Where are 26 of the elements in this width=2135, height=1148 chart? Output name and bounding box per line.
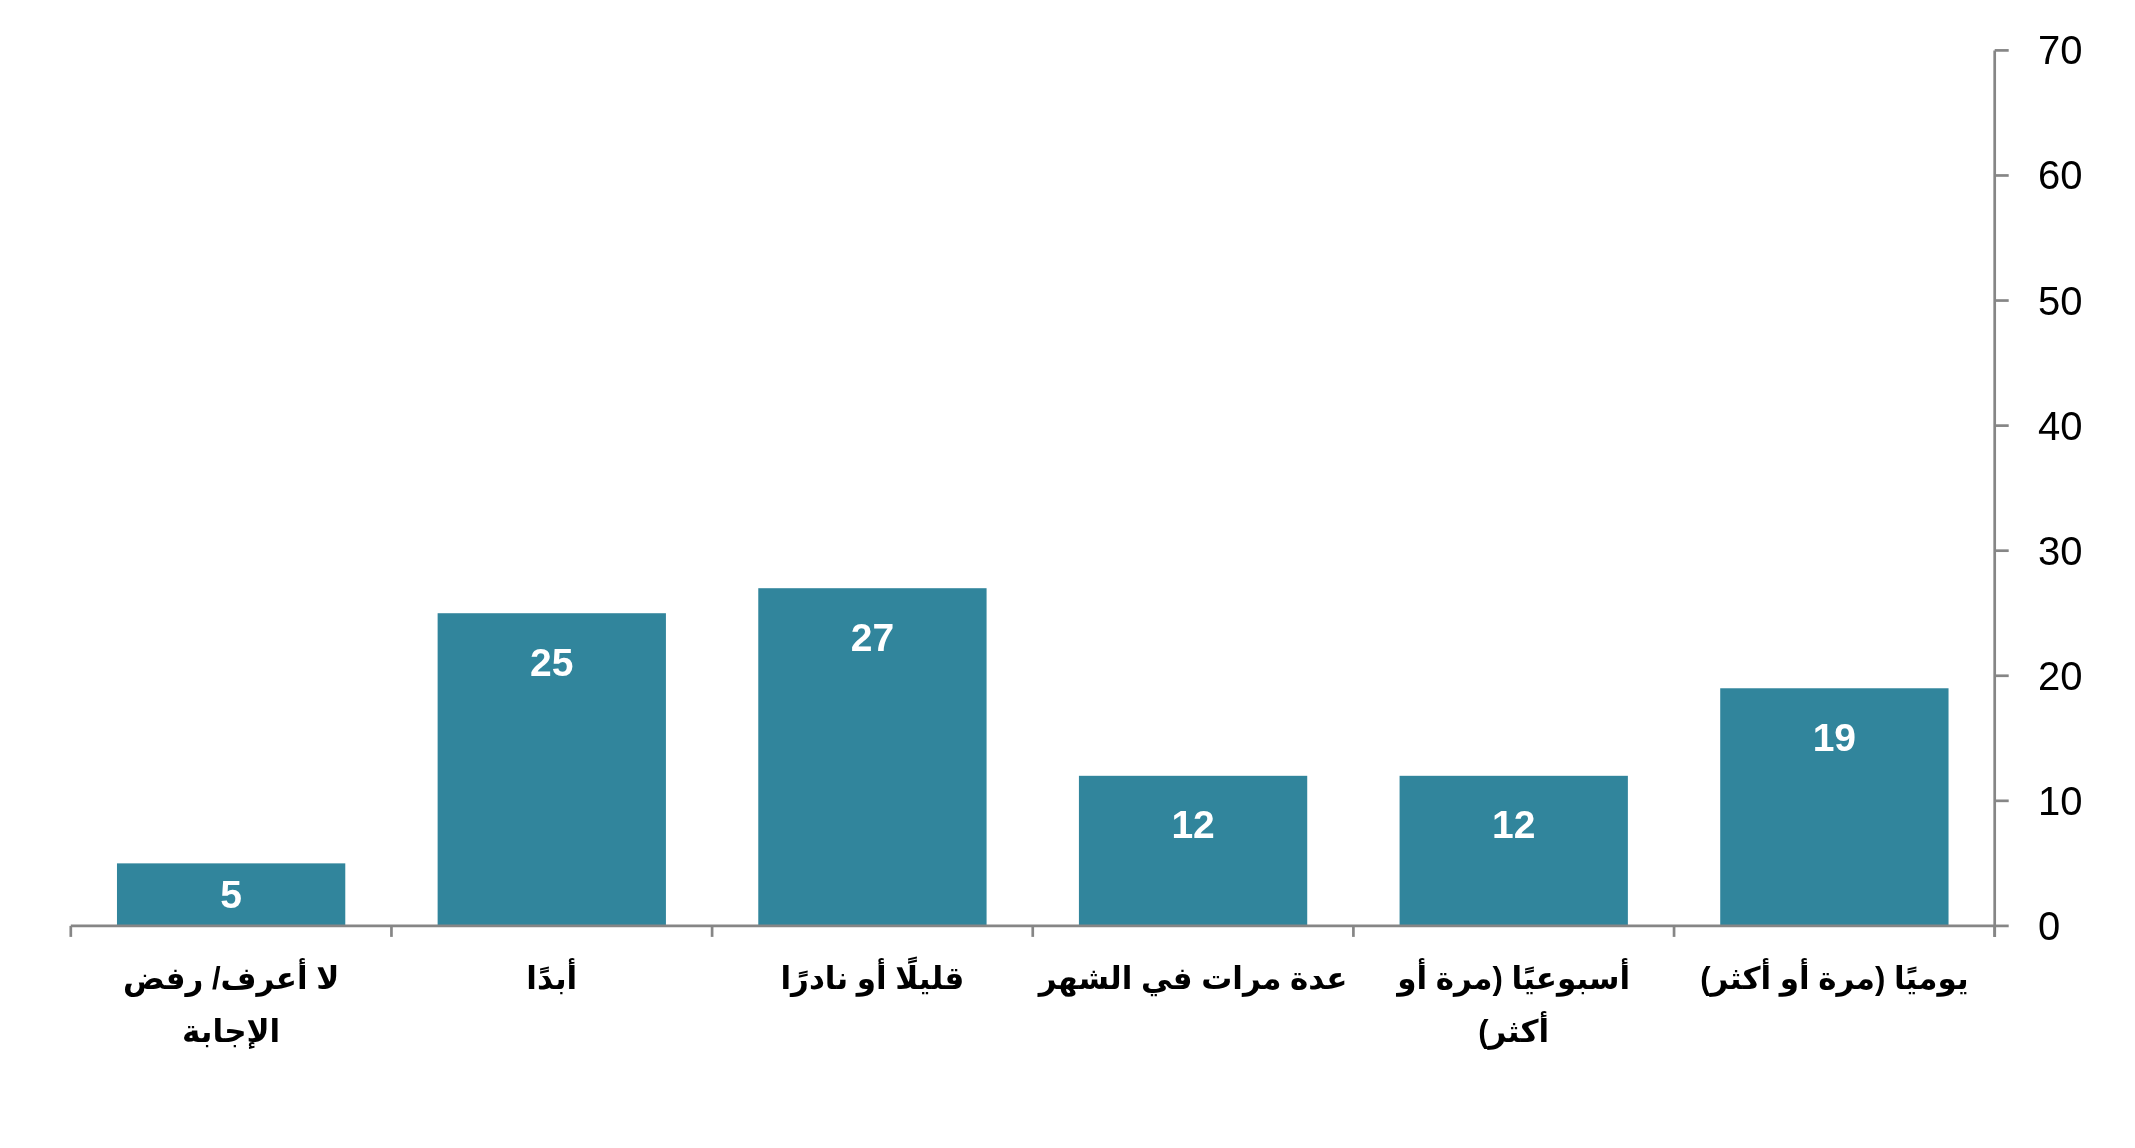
x-tick-label: يوميًا (مرة أو أكثر) (1699, 957, 1970, 999)
x-tick-label: أبدًا (525, 957, 579, 998)
x-tick-label: لا أعرف/ رفض الإجابة (121, 957, 341, 1051)
bar (1720, 688, 1949, 926)
y-tick-label: 50 (2038, 278, 2083, 323)
data-label: 25 (530, 640, 574, 684)
x-tick-label: عدة مرات في الشهر (1038, 959, 1349, 999)
x-tick-label: أسبوعيًا (مرة أو أكثر) (1395, 957, 1632, 1052)
y-tick-label: 30 (2038, 528, 2083, 573)
data-label: 27 (850, 615, 895, 659)
y-tick-label: 20 (2038, 653, 2083, 698)
bar (437, 613, 666, 926)
y-tick-label: 70 (2038, 28, 2083, 73)
data-label: 12 (1492, 803, 1536, 847)
bar (1399, 775, 1628, 926)
bar (1078, 775, 1308, 926)
x-tick-label: قليلًا أو نادرًا (779, 955, 966, 999)
bar (116, 863, 346, 926)
data-label: 5 (220, 873, 242, 917)
y-tick-label: 40 (2038, 403, 2083, 448)
y-tick-label: 10 (2038, 778, 2083, 823)
data-label: 19 (1812, 715, 1857, 759)
y-tick-label: 60 (2038, 153, 2083, 198)
data-label: 12 (1171, 803, 1215, 847)
y-tick-label: 0 (2038, 903, 2061, 948)
bar (758, 588, 987, 926)
